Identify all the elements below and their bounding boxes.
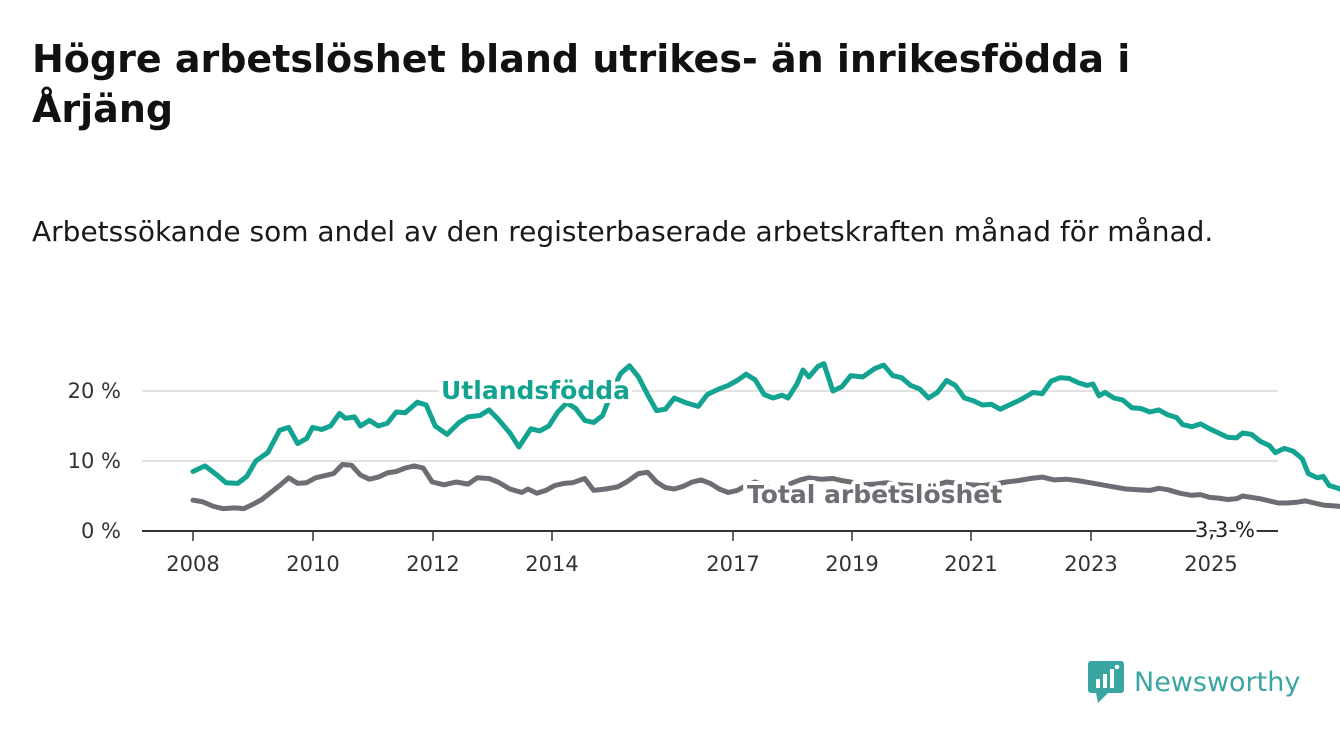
y-tick-label: 10 % (68, 449, 121, 473)
brand-name: Newsworthy (1134, 666, 1301, 698)
x-tick-label: 2010 (286, 552, 339, 576)
x-tick-label: 2025 (1184, 552, 1237, 576)
end-value-label: 3,3 % (1195, 518, 1255, 542)
x-axis-ticks: 2008 2010 2012 2014 2017 2019 2021 2023 2025 (166, 531, 1238, 576)
y-axis-ticks: 0 % 10 % 20 % (68, 379, 121, 543)
chart-title: Högre arbetslöshet bland utrikes- än inr… (32, 37, 1131, 131)
series-label-total: Total arbetslöshet (747, 480, 1002, 509)
series-labels: Utlandsfödda Total arbetslöshet 3,3 % (437, 372, 1258, 545)
x-tick-label: 2019 (825, 552, 878, 576)
x-tick-label: 2012 (406, 552, 459, 576)
x-tick-label: 2014 (525, 552, 578, 576)
chart-subtitle: Arbetssökande som andel av den registerb… (32, 215, 1214, 248)
y-tick-label: 0 % (81, 519, 121, 543)
x-tick-label: 2021 (944, 552, 997, 576)
x-tick-label: 2023 (1064, 552, 1117, 576)
x-tick-label: 2017 (706, 552, 759, 576)
newsworthy-logo: Newsworthy (1088, 660, 1300, 704)
x-tick-label: 2008 (166, 552, 219, 576)
series-line-1 (190, 462, 1340, 512)
series-label-utlandsfodda: Utlandsfödda (441, 376, 630, 405)
chart-bubble-icon (1088, 661, 1124, 703)
series-lines (190, 361, 1340, 512)
y-tick-label: 20 % (68, 379, 121, 403)
gridlines (142, 390, 1278, 532)
series-line-0 (190, 361, 1340, 492)
